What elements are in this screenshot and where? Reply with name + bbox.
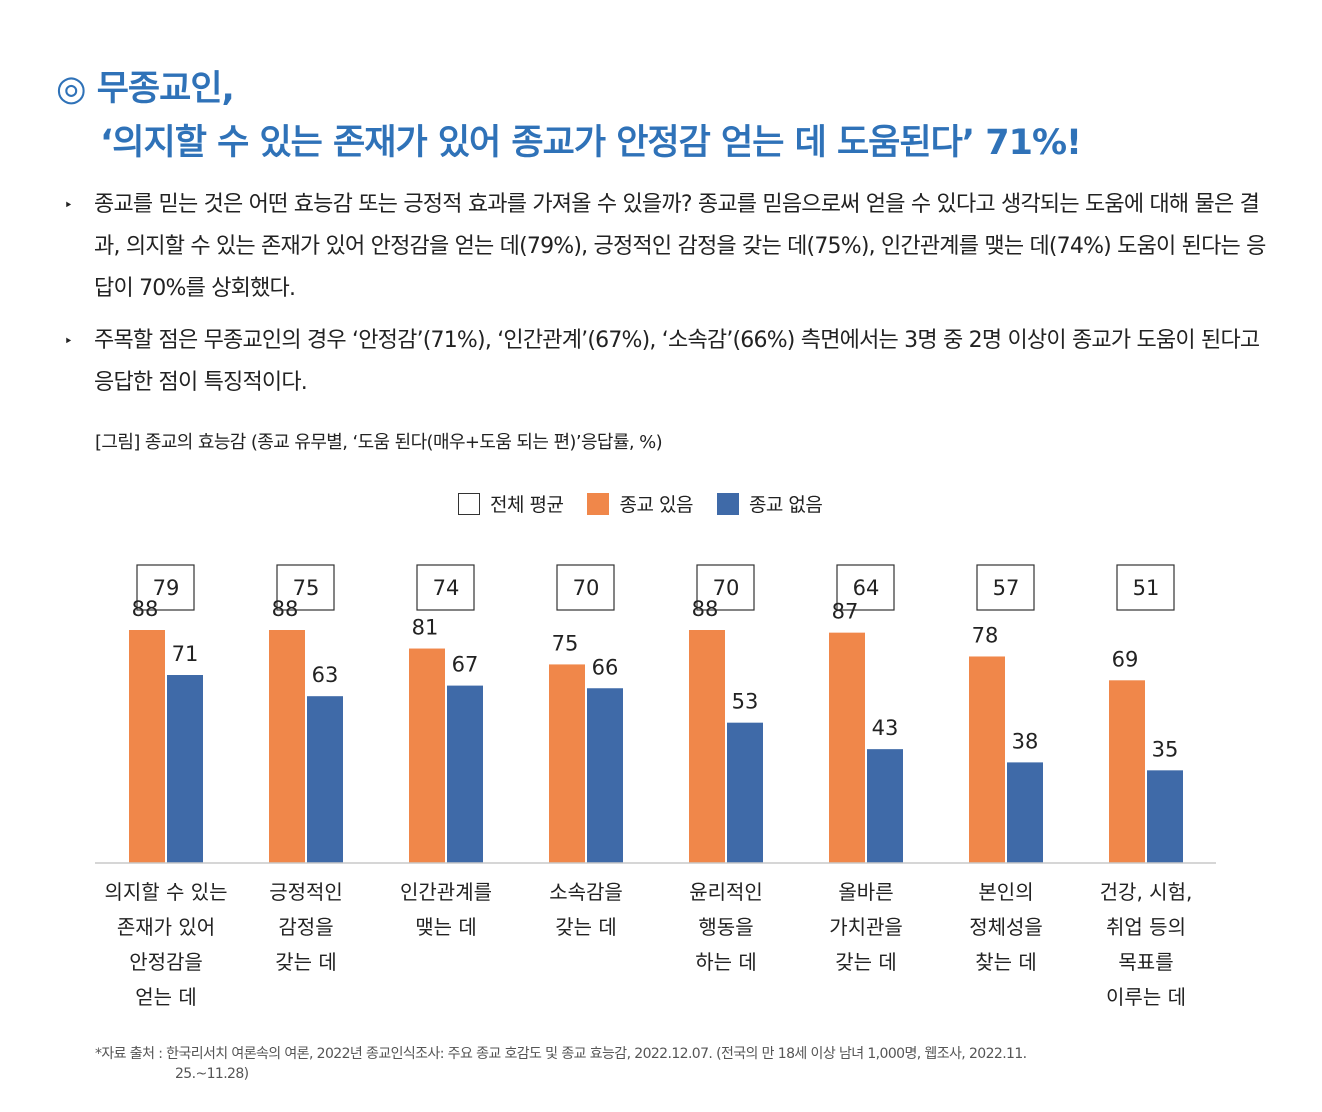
source-note: *자료 출처 : 한국리서치 여론속의 여론, 2022년 종교인식조사: 주요… [95,1044,1285,1084]
bar-label-nonreligious: 43 [872,716,899,740]
avg-box [136,564,195,611]
bar-label-religious: 88 [132,597,159,621]
bar-religious [829,632,865,863]
bar-nonreligious [867,749,903,863]
bullet-item: ‣ 주목할 점은 무종교인의 경우 ‘안정감’(71%), ‘인간관계’(67%… [62,320,1278,404]
bar-nonreligious [727,722,763,863]
bar-nonreligious [1007,762,1043,863]
category-label: 안정감을 [129,950,203,974]
page-title: ◎ 무종교인, ‘의지할 수 있는 존재가 있어 종교가 안정감 얻는 데 도움… [56,62,1286,170]
bar-nonreligious [1147,770,1183,863]
category-label: 가치관을 [829,915,903,939]
title-line-2: ‘의지할 수 있는 존재가 있어 종교가 안정감 얻는 데 도움된다’ 71%! [100,123,1082,163]
category-label: 정체성을 [969,915,1043,939]
bullet-list: ‣ 종교를 믿는 것은 어떤 효능감 또는 긍정적 효과를 가져올 수 있을까?… [62,184,1278,414]
bar-religious [1109,680,1145,863]
category-label: 하는 데 [695,950,757,974]
bar-label-religious: 78 [972,623,999,647]
avg-box [976,564,1035,611]
figure-caption: [그림] 종교의 효능감 (종교 유무별, ‘도움 된다(매우+도움 되는 편)… [95,432,663,453]
bar-label-religious: 75 [552,631,579,655]
category-label: 갖는 데 [555,915,617,939]
source-note-line-2: 25.~11.28) [175,1066,249,1082]
category-label: 인간관계를 [400,880,492,904]
bar-nonreligious [587,688,623,863]
avg-box [836,564,895,611]
bar-label-nonreligious: 66 [592,655,619,679]
avg-label: 70 [713,576,740,600]
bar-label-religious: 81 [412,616,439,640]
bar-religious [549,664,585,863]
bar-label-religious: 88 [272,597,299,621]
avg-box [1116,564,1175,611]
bar-religious [409,648,445,863]
category-label: 본인의 [978,880,1033,904]
bar-label-nonreligious: 71 [172,642,199,666]
category-label: 찾는 데 [975,950,1037,974]
bar-religious [129,630,165,863]
category-label: 존재가 있어 [117,915,215,939]
bar-religious [969,656,1005,863]
bar-label-nonreligious: 63 [312,663,339,687]
avg-box [276,564,335,611]
category-label: 얻는 데 [135,985,197,1009]
avg-label: 74 [433,576,460,600]
category-label: 긍정적인 [269,880,343,904]
avg-label: 51 [1133,576,1160,600]
bar-religious [269,630,305,863]
bar-label-nonreligious: 38 [1012,729,1039,753]
category-label: 소속감을 [549,880,623,904]
avg-label: 79 [153,576,180,600]
legend-swatch-total [458,492,480,515]
avg-label: 70 [573,576,600,600]
bullet-text: 종교를 믿는 것은 어떤 효능감 또는 긍정적 효과를 가져올 수 있을까? 종… [94,192,1266,301]
bar-label-religious: 88 [692,597,719,621]
avg-box [696,564,755,611]
legend-swatch-nonreligious [716,492,739,515]
category-label: 맺는 데 [415,915,477,939]
bar-religious [689,630,725,863]
bar-label-nonreligious: 35 [1152,737,1179,761]
bullet-marker-icon: ‣ [64,196,73,214]
legend-item-religious: 종교 있음 [587,490,693,517]
bullet-text: 주목할 점은 무종교인의 경우 ‘안정감’(71%), ‘인간관계’(67%),… [94,328,1260,395]
legend-item-nonreligious: 종교 없음 [716,490,823,517]
category-label: 목표를 [1118,950,1173,974]
bar-nonreligious [447,685,483,863]
legend-label-total: 전체 평균 [490,494,564,516]
bar-nonreligious [167,675,203,863]
bar-label-nonreligious: 67 [452,653,479,677]
category-label: 갖는 데 [275,950,337,974]
avg-label: 75 [293,576,320,600]
bar-nonreligious [307,696,343,863]
category-label: 이루는 데 [1106,985,1186,1009]
legend-label-nonreligious: 종교 없음 [748,494,823,516]
avg-box [556,564,615,611]
title-line-1: ◎ 무종교인, [56,69,235,109]
category-label: 올바른 [838,880,893,904]
avg-label: 57 [993,576,1020,600]
avg-box [416,564,475,611]
source-note-line-1: *자료 출처 : 한국리서치 여론속의 여론, 2022년 종교인식조사: 주요… [95,1046,1027,1062]
bullet-marker-icon: ‣ [64,332,73,350]
bar-label-nonreligious: 53 [732,690,759,714]
category-label: 갖는 데 [835,950,897,974]
legend-label-religious: 종교 있음 [619,494,693,516]
bar-label-religious: 69 [1112,647,1139,671]
chart-legend: 전체 평균 종교 있음 종교 없음 [458,490,846,517]
bar-label-religious: 87 [832,600,859,624]
category-label: 감정을 [278,915,333,939]
category-label: 윤리적인 [689,880,763,904]
bullet-item: ‣ 종교를 믿는 것은 어떤 효능감 또는 긍정적 효과를 가져올 수 있을까?… [62,184,1278,310]
category-label: 의지할 수 있는 [104,880,227,904]
category-label: 건강, 시험, [1100,880,1193,904]
legend-swatch-religious [587,492,610,515]
category-label: 취업 등의 [1106,915,1186,939]
legend-item-total: 전체 평균 [458,490,564,517]
avg-label: 64 [853,576,880,600]
category-label: 행동을 [698,915,753,939]
